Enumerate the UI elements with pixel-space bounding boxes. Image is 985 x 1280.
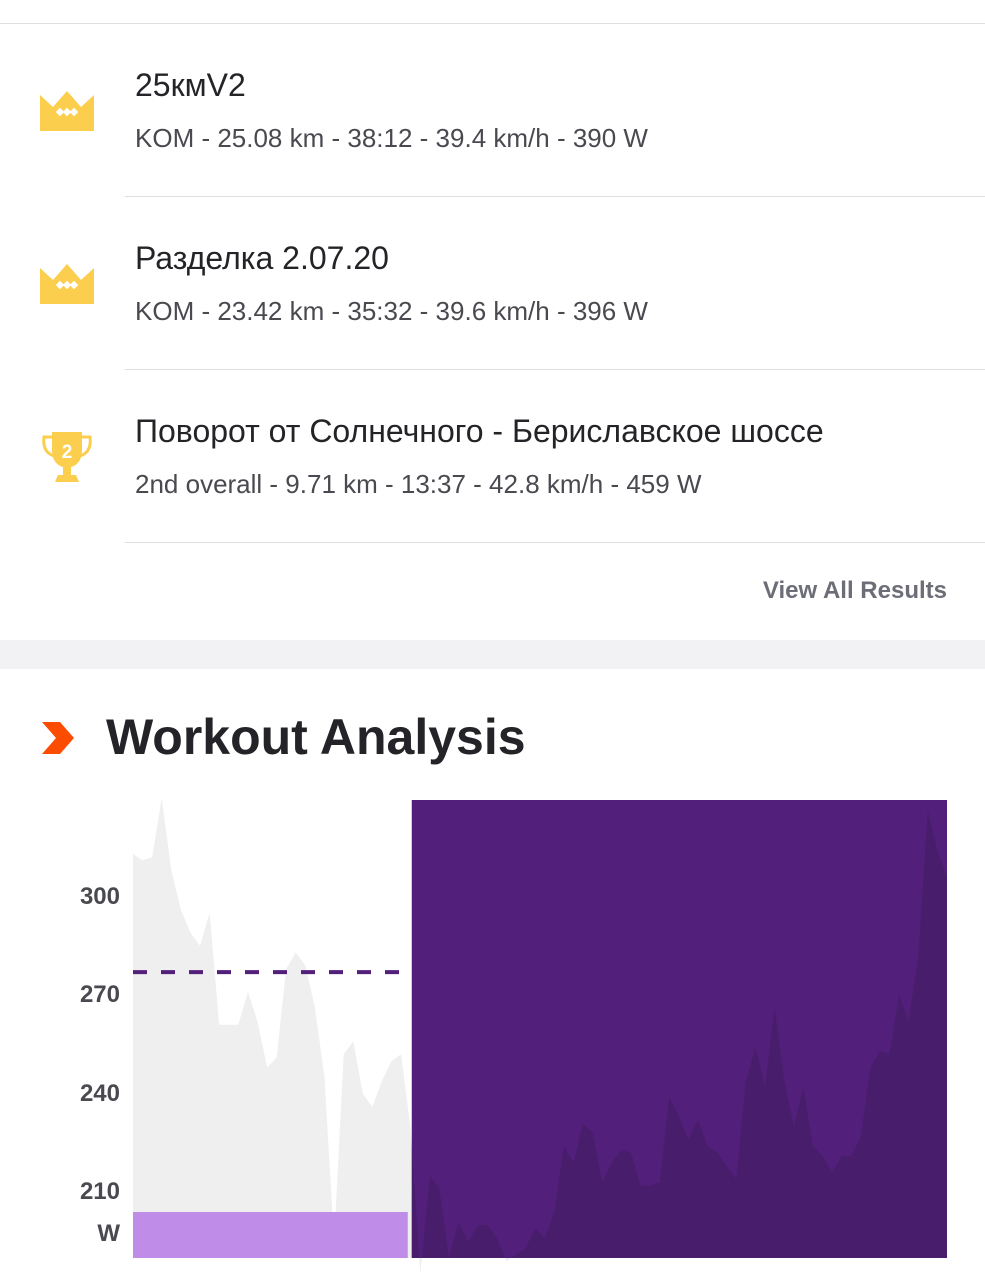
segment-result-3[interactable]: 2 Поворот от Солнечного - Бериславское ш… — [0, 370, 985, 543]
workout-analysis-header: Workout Analysis — [0, 700, 985, 780]
segment-result-1[interactable]: 25кмV2 KOM - 25.08 km - 38:12 - 39.4 km/… — [0, 24, 985, 197]
trophy-icon: 2 — [42, 432, 92, 482]
view-all-results-link[interactable]: View All Results — [762, 577, 947, 604]
trophy-rank: 2 — [62, 442, 73, 463]
segment-name[interactable]: Поворот от Солнечного - Бериславское шос… — [135, 413, 824, 449]
segment-stats: KOM - 23.42 km - 35:32 - 39.6 km/h - 396… — [135, 296, 648, 326]
workout-analysis-chart[interactable]: 300 270 240 210 W — [0, 790, 985, 1280]
power-chart-svg[interactable] — [0, 790, 985, 1280]
y-tick-label: 240 — [79, 1079, 120, 1107]
range-bar — [133, 1212, 408, 1258]
segment-result-2[interactable]: Разделка 2.07.20 KOM - 23.42 km - 35:32 … — [0, 197, 985, 370]
y-tick-label: 210 — [79, 1178, 120, 1206]
segment-name[interactable]: 25кмV2 — [135, 67, 246, 103]
crown-icon — [40, 91, 94, 131]
chevron-right-icon — [42, 722, 74, 754]
section-title: Workout Analysis — [106, 709, 526, 765]
y-unit-label: W — [97, 1220, 120, 1247]
section-separator — [0, 640, 985, 669]
row-divider — [125, 369, 985, 370]
y-tick-label: 300 — [79, 882, 120, 910]
top-divider — [0, 23, 985, 24]
segment-stats: 2nd overall - 9.71 km - 13:37 - 42.8 km/… — [135, 469, 702, 499]
row-divider — [125, 196, 985, 197]
segment-stats: KOM - 25.08 km - 38:12 - 39.4 km/h - 390… — [135, 123, 648, 153]
row-divider — [125, 542, 985, 543]
y-tick-label: 270 — [79, 981, 120, 1009]
power-area-selected — [411, 811, 947, 1258]
crown-icon — [40, 264, 94, 304]
segment-name[interactable]: Разделка 2.07.20 — [135, 240, 389, 276]
